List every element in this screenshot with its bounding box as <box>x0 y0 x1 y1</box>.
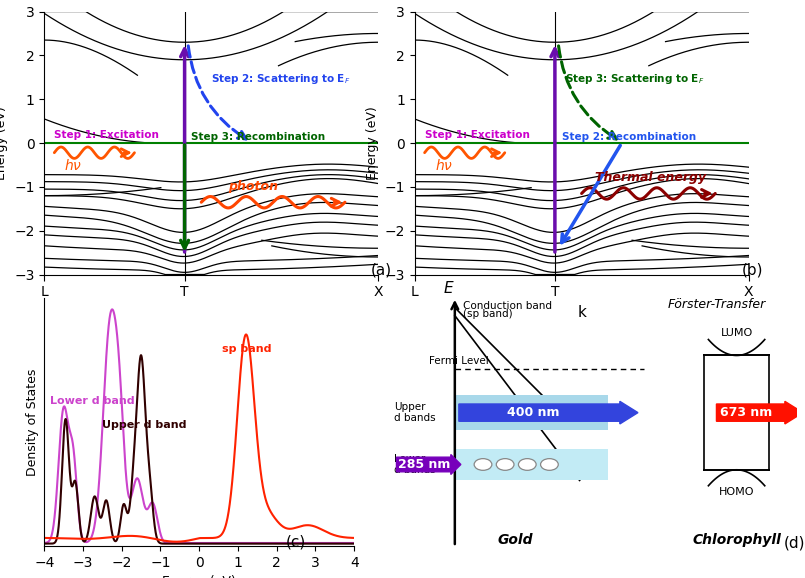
Text: Upper
d bands: Upper d bands <box>394 402 436 424</box>
FancyArrow shape <box>396 454 460 475</box>
X-axis label: Energy (eV): Energy (eV) <box>163 576 236 578</box>
Text: LUMO: LUMO <box>720 328 753 338</box>
Text: (sp band): (sp band) <box>463 309 513 319</box>
Text: 673 nm: 673 nm <box>720 406 773 419</box>
Text: Step 1: Excitation: Step 1: Excitation <box>424 130 530 140</box>
Text: (b): (b) <box>741 262 763 277</box>
Text: HOMO: HOMO <box>719 487 754 498</box>
Text: Chlorophyll: Chlorophyll <box>692 533 781 547</box>
Text: $h\nu$: $h\nu$ <box>64 158 83 173</box>
Text: Step 2: Recombination: Step 2: Recombination <box>562 132 696 142</box>
FancyArrow shape <box>716 401 803 424</box>
Text: Conduction band: Conduction band <box>463 301 552 312</box>
Text: Step 3: Scattering to E$_F$: Step 3: Scattering to E$_F$ <box>565 72 704 86</box>
Circle shape <box>541 458 559 470</box>
Text: 285 nm: 285 nm <box>398 458 450 471</box>
FancyBboxPatch shape <box>455 449 608 480</box>
Text: (c): (c) <box>286 534 306 549</box>
X-axis label: k: k <box>207 305 216 320</box>
Text: (d): (d) <box>783 536 805 551</box>
Circle shape <box>496 458 514 470</box>
X-axis label: k: k <box>577 305 586 320</box>
Y-axis label: Energy (eV): Energy (eV) <box>365 106 379 180</box>
Text: photon: photon <box>228 180 278 194</box>
FancyBboxPatch shape <box>455 395 608 430</box>
Text: Gold: Gold <box>497 533 533 547</box>
Text: Fermi Level: Fermi Level <box>428 356 489 366</box>
Text: sp band: sp band <box>222 344 272 354</box>
Text: $E$: $E$ <box>443 280 455 295</box>
Text: Upper d band: Upper d band <box>102 420 187 430</box>
Text: Thermal energy: Thermal energy <box>595 171 706 184</box>
Text: Förster-Transfer: Förster-Transfer <box>667 298 766 310</box>
Text: $h\nu$: $h\nu$ <box>435 158 453 173</box>
Text: 400 nm: 400 nm <box>507 406 559 419</box>
Text: Step 2: Scattering to E$_F$: Step 2: Scattering to E$_F$ <box>211 72 351 86</box>
Text: Step 1: Excitation: Step 1: Excitation <box>54 130 159 140</box>
Y-axis label: Density of States: Density of States <box>26 368 39 476</box>
Circle shape <box>518 458 536 470</box>
Text: Lower
d bands: Lower d bands <box>394 454 436 475</box>
Y-axis label: Energy (eV): Energy (eV) <box>0 106 9 180</box>
FancyArrow shape <box>459 401 638 424</box>
Text: Lower d band: Lower d band <box>50 396 134 406</box>
Circle shape <box>474 458 492 470</box>
Text: Step 3: Recombination: Step 3: Recombination <box>192 132 325 142</box>
Text: (a): (a) <box>371 262 392 277</box>
